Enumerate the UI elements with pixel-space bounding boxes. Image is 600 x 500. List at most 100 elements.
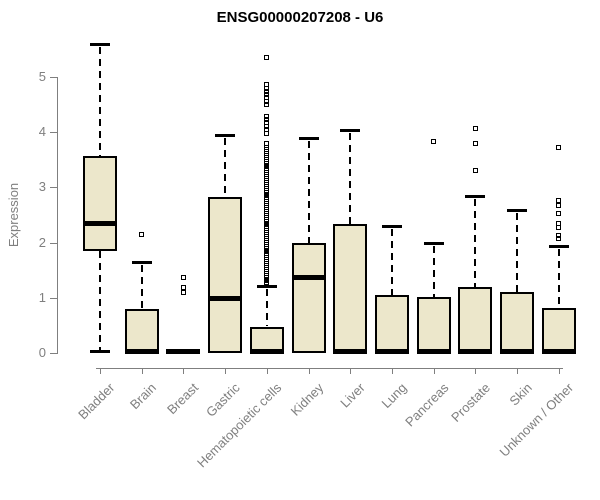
outlier-point (472, 125, 478, 131)
box (124, 308, 159, 353)
outlier-point (556, 202, 562, 208)
upper-whisker-cap (90, 42, 110, 46)
upper-whisker (390, 229, 393, 296)
median-line (541, 349, 576, 354)
x-tick (517, 368, 518, 374)
upper-whisker (516, 213, 518, 293)
box (374, 295, 409, 353)
outlier-point (556, 210, 562, 216)
outlier-point (556, 145, 562, 151)
outlier-point (264, 102, 270, 108)
median-line (374, 349, 409, 354)
x-tick (391, 368, 393, 374)
y-tick (50, 187, 57, 189)
box (208, 197, 243, 353)
upper-whisker-cap (548, 244, 569, 248)
x-tick (183, 368, 185, 374)
y-tick-label: 2 (38, 234, 46, 250)
upper-whisker-cap (131, 261, 152, 265)
x-tick-label: Pancreas (401, 380, 452, 430)
x-tick-label: Kidney (287, 380, 327, 419)
lower-whisker-cap (90, 349, 110, 353)
outlier-point (180, 285, 186, 291)
y-tick (50, 297, 57, 299)
upper-whisker-cap (465, 195, 486, 199)
upper-whisker (140, 265, 143, 309)
outlier-point (264, 85, 270, 91)
x-tick (100, 368, 101, 374)
median-line (124, 349, 159, 354)
y-tick (50, 353, 57, 354)
x-tick-label: Lung (378, 380, 410, 412)
outlier-point (264, 130, 270, 136)
outlier-point (264, 117, 270, 122)
y-tick (50, 242, 57, 244)
y-tick-label: 3 (38, 179, 46, 195)
outlier-point (139, 231, 145, 237)
outlier-point (264, 120, 270, 126)
x-tick-label: Bladder (75, 380, 118, 423)
upper-whisker-cap (256, 284, 277, 288)
outlier-point (264, 88, 270, 94)
y-tick-label: 4 (38, 124, 46, 140)
median-line (291, 274, 326, 280)
y-tick-label: 5 (38, 69, 46, 84)
upper-whisker-cap (423, 241, 444, 245)
median-line (416, 349, 451, 354)
x-tick-label: Skin (506, 380, 535, 409)
median-line (208, 295, 243, 301)
outlier-point (180, 290, 186, 296)
chart-title: ENSG00000207208 - U6 (216, 9, 384, 26)
outlier-point (472, 140, 478, 146)
box (458, 286, 493, 353)
x-tick (350, 368, 352, 374)
upper-whisker (557, 248, 560, 309)
outlier-point (431, 138, 437, 144)
median-line (500, 349, 534, 354)
box-collapsed (166, 349, 201, 354)
x-tick (266, 368, 268, 374)
upper-whisker (474, 199, 477, 287)
upper-whisker (265, 288, 268, 327)
median-line (249, 349, 284, 354)
x-tick (141, 368, 143, 374)
box (500, 292, 534, 353)
median-line (83, 220, 117, 226)
box (416, 297, 451, 353)
x-tick-label: Unknown / Other (496, 380, 577, 460)
median-line (458, 349, 493, 354)
outlier-point (264, 98, 270, 104)
upper-whisker (99, 46, 101, 157)
x-axis-line (96, 368, 563, 369)
x-tick-label: Prostate (448, 380, 493, 425)
y-axis-label: Expression (6, 182, 21, 248)
outlier-point (264, 127, 270, 133)
y-tick-label: 0 (38, 345, 46, 360)
box (333, 224, 368, 353)
outlier-point (556, 197, 562, 203)
outlier-point (264, 113, 270, 119)
box (541, 308, 576, 353)
y-tick-label: 1 (38, 289, 46, 305)
upper-whisker (432, 245, 435, 298)
outlier-point (264, 55, 270, 61)
outlier-point (180, 275, 186, 281)
outlier-point (264, 145, 270, 151)
lower-whisker (99, 250, 101, 350)
upper-whisker-cap (215, 133, 236, 137)
outlier-point (556, 232, 562, 238)
upper-whisker-cap (507, 209, 527, 213)
x-tick-label: Gastric (202, 380, 243, 420)
outlier-point (556, 224, 562, 230)
upper-whisker (307, 141, 310, 243)
outlier-point (264, 82, 270, 88)
x-tick (225, 368, 227, 374)
box (83, 156, 117, 251)
outlier-point (472, 168, 478, 174)
x-tick (558, 368, 560, 374)
upper-whisker-cap (298, 137, 319, 141)
outlier-point (264, 92, 270, 98)
x-tick (433, 368, 435, 374)
x-tick (475, 368, 477, 374)
